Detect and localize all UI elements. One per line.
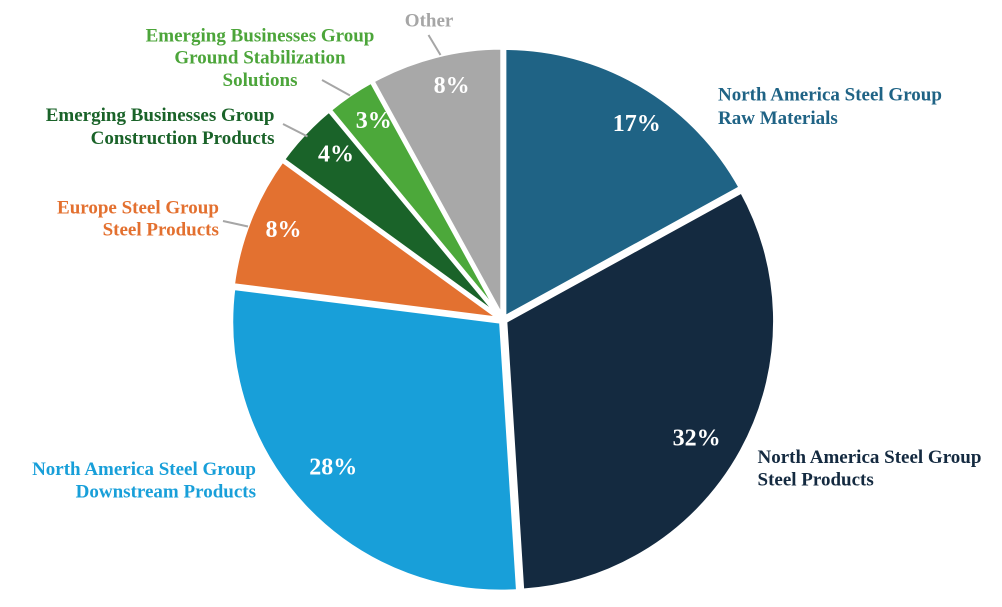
svg-text:Steel Products: Steel Products (103, 220, 219, 241)
svg-text:8%: 8% (434, 73, 470, 99)
svg-text:3%: 3% (356, 108, 392, 134)
svg-text:North America Steel Group: North America Steel Group (718, 85, 942, 106)
svg-text:Other: Other (405, 10, 454, 31)
svg-text:North America Steel Group: North America Steel Group (32, 459, 256, 480)
svg-text:8%: 8% (266, 217, 302, 243)
svg-text:Emerging Businesses Group: Emerging Businesses Group (46, 105, 275, 126)
svg-text:4%: 4% (318, 142, 354, 168)
svg-text:17%: 17% (613, 111, 661, 137)
svg-text:Europe Steel Group: Europe Steel Group (57, 198, 219, 219)
svg-text:Raw Materials: Raw Materials (718, 108, 838, 129)
svg-text:32%: 32% (673, 426, 721, 452)
svg-text:28%: 28% (309, 454, 357, 480)
svg-text:Steel Products: Steel Products (758, 469, 874, 490)
svg-text:Ground Stabilization: Ground Stabilization (174, 48, 346, 69)
svg-text:Solutions: Solutions (223, 70, 298, 91)
svg-text:North America Steel Group: North America Steel Group (758, 447, 982, 468)
svg-text:Construction Products: Construction Products (91, 128, 275, 149)
svg-text:Downstream Products: Downstream Products (76, 481, 256, 502)
svg-text:Emerging Businesses Group: Emerging Businesses Group (146, 25, 375, 46)
